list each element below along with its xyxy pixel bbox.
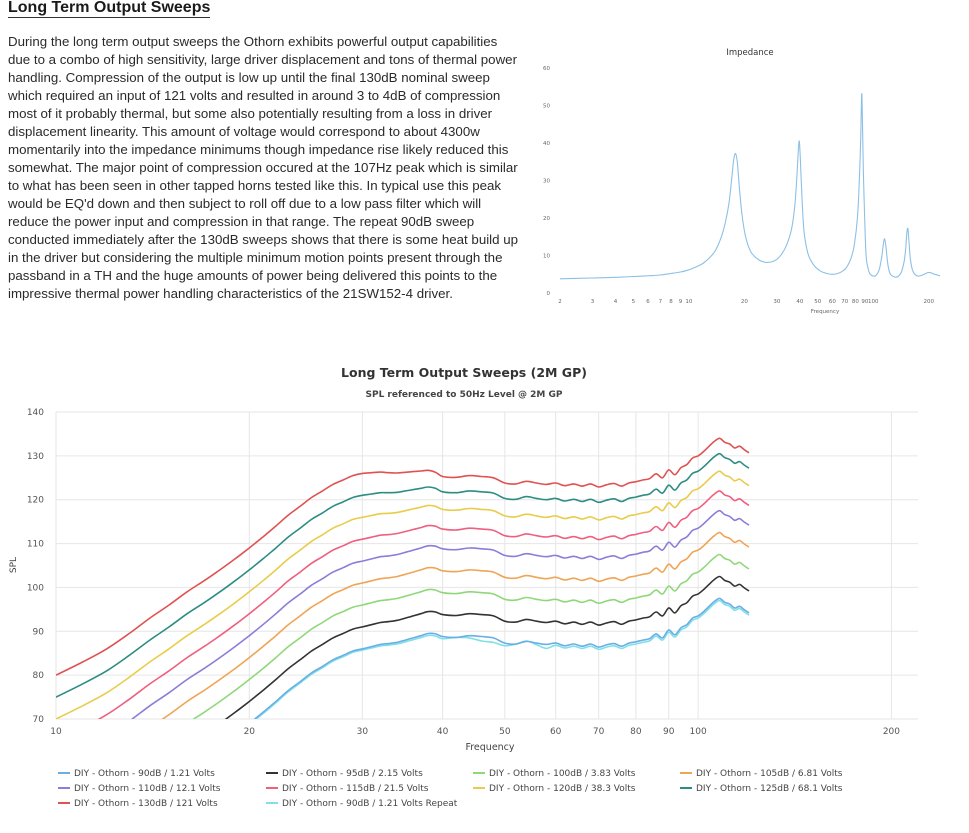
legend-label: DIY - Othorn - 90dB / 1.21 Volts (74, 769, 215, 779)
spl-series-line (253, 597, 750, 719)
spl-series-line (255, 599, 750, 719)
spl-series-line (161, 531, 750, 719)
body-paragraph: During the long term output sweeps the O… (8, 34, 519, 301)
impedance-x-tick-label: 40 (796, 299, 803, 305)
spl-plot-area (56, 437, 750, 719)
spl-series-line (130, 509, 750, 719)
spl-x-tick-label: 80 (630, 727, 642, 737)
impedance-x-tick-label: 8 (669, 299, 673, 305)
impedance-x-tick-label: 90 (861, 299, 868, 305)
impedance-x-tick-label: 100 (868, 299, 879, 305)
spl-series-line (97, 490, 750, 719)
impedance-x-tick-label: 7 (659, 299, 663, 305)
impedance-series-line (559, 93, 941, 280)
spl-y-axis-label: SPL (9, 557, 19, 573)
impedance-x-axis-label: Frequency (811, 309, 840, 315)
legend-label: DIY - Othorn - 115dB / 21.5 Volts (282, 784, 429, 794)
impedance-x-tick-label: 5 (632, 299, 636, 305)
impedance-x-tick-label: 9 (679, 299, 683, 305)
impedance-x-tick-label: 70 (841, 299, 848, 305)
legend-label: DIY - Othorn - 125dB / 68.1 Volts (696, 784, 843, 794)
impedance-x-tick-label: 2 (558, 299, 562, 305)
impedance-x-tick-label: 10 (685, 299, 692, 305)
spl-series-line (56, 452, 750, 698)
page-title: Long Term Output Sweeps (8, 0, 211, 18)
spl-x-tick-label: 10 (50, 727, 62, 737)
impedance-y-tick-label: 10 (543, 254, 550, 260)
spl-chart-subtitle: SPL referenced to 50Hz Level @ 2M GP (365, 390, 562, 400)
spl-x-tick-label: 30 (357, 727, 369, 737)
impedance-x-tick-label: 3 (591, 299, 595, 305)
impedance-x-tick-label: 20 (741, 299, 748, 305)
spl-x-tick-label: 60 (550, 727, 562, 737)
spl-x-tick-label: 200 (883, 727, 900, 737)
spl-x-axis-label: Frequency (465, 742, 514, 753)
spl-y-tick-label: 110 (27, 540, 44, 550)
spl-y-tick-label: 80 (33, 671, 45, 681)
spl-y-tick-label: 140 (27, 408, 44, 418)
impedance-y-tick-label: 20 (543, 216, 550, 222)
impedance-y-tick-label: 50 (543, 104, 550, 110)
impedance-y-tick-label: 60 (543, 66, 550, 72)
spl-x-tick-label: 50 (499, 727, 511, 737)
impedance-x-tick-label: 200 (924, 299, 935, 305)
impedance-x-tick-label: 60 (829, 299, 836, 305)
legend-label: DIY - Othorn - 105dB / 6.81 Volts (696, 769, 843, 779)
spl-chart: Long Term Output Sweeps (2M GP) SPL refer… (9, 365, 918, 809)
spl-chart-title: Long Term Output Sweeps (2M GP) (341, 365, 587, 380)
legend-label: DIY - Othorn - 90dB / 1.21 Volts Repeat (282, 799, 458, 809)
spl-series-line (224, 575, 750, 719)
spl-x-tick-label: 40 (437, 727, 449, 737)
impedance-x-tick-label: 4 (614, 299, 618, 305)
spl-y-tick-label: 130 (27, 452, 44, 462)
spl-x-tick-label: 70 (593, 727, 605, 737)
impedance-x-tick-label: 80 (852, 299, 859, 305)
legend-label: DIY - Othorn - 100dB / 3.83 Volts (489, 769, 636, 779)
impedance-x-tick-label: 30 (773, 299, 780, 305)
impedance-x-tick-label: 6 (646, 299, 650, 305)
impedance-chart-title: Impedance (726, 48, 773, 58)
legend-label: DIY - Othorn - 95dB / 2.15 Volts (282, 769, 423, 779)
spl-x-tick-label: 20 (244, 727, 256, 737)
legend-label: DIY - Othorn - 130dB / 121 Volts (74, 799, 218, 809)
impedance-y-tick-label: 30 (543, 179, 550, 185)
spl-y-tick-label: 70 (33, 715, 45, 725)
spl-y-tick-label: 100 (27, 583, 44, 593)
spl-series-line (56, 470, 750, 719)
spl-series-line (56, 437, 750, 676)
impedance-y-tick-label: 40 (543, 141, 550, 147)
spl-x-tick-label: 90 (663, 727, 675, 737)
spl-x-tick-label: 100 (690, 727, 707, 737)
spl-y-tick-label: 90 (33, 627, 45, 637)
legend-label: DIY - Othorn - 120dB / 38.3 Volts (489, 784, 636, 794)
spl-series-line (192, 553, 750, 719)
spl-y-tick-label: 120 (27, 496, 44, 506)
impedance-x-tick-label: 50 (814, 299, 821, 305)
legend-label: DIY - Othorn - 110dB / 12.1 Volts (74, 784, 221, 794)
impedance-y-tick-label: 0 (547, 291, 551, 297)
